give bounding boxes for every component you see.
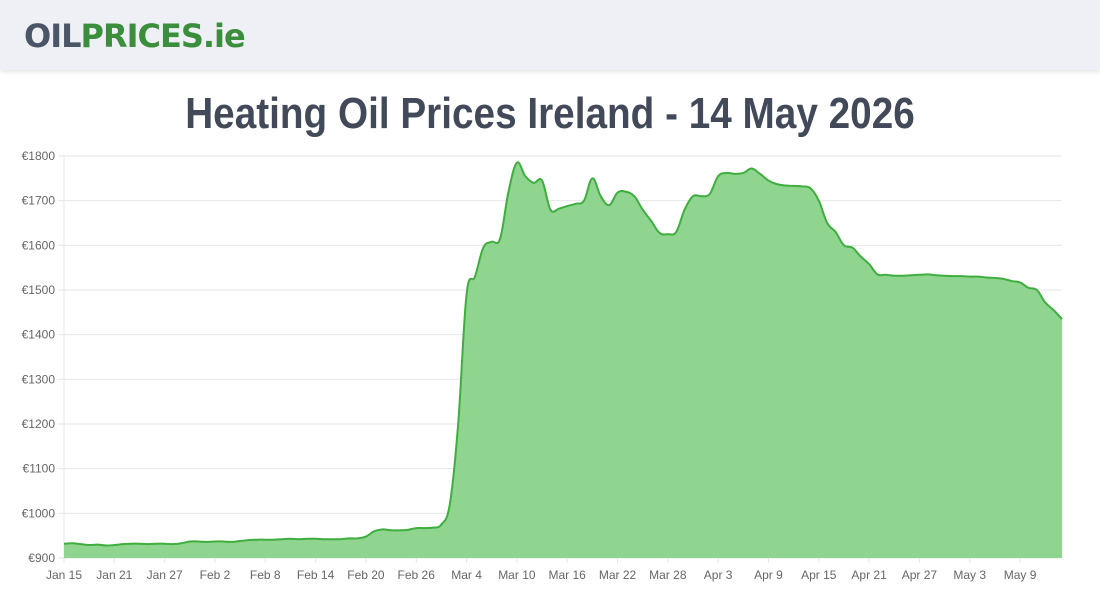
price-chart: €1800 €1700 €1600 €1500 €1400 €1300 €1200 €1100… bbox=[22, 149, 1063, 582]
x-tick-label: Jan 15 bbox=[46, 568, 82, 582]
x-tick-label: Apr 15 bbox=[801, 568, 837, 582]
x-tick-label: Feb 2 bbox=[200, 568, 231, 582]
y-tick-label: €1700 bbox=[22, 194, 56, 208]
y-tick-label: €1100 bbox=[23, 462, 56, 476]
y-tick-label: €1300 bbox=[22, 372, 56, 386]
x-tick-label: May 3 bbox=[953, 568, 986, 582]
x-tick-label: Jan 27 bbox=[147, 568, 183, 582]
x-tick-label: Feb 8 bbox=[250, 568, 281, 582]
site-logo[interactable]: OILPRICES.ie bbox=[24, 16, 246, 56]
y-tick-label: €1000 bbox=[22, 506, 56, 520]
x-tick-label: Feb 20 bbox=[347, 568, 385, 582]
y-tick-label: €1200 bbox=[22, 417, 56, 431]
y-tick-label: €1400 bbox=[22, 328, 56, 342]
x-tick-label: Apr 21 bbox=[851, 568, 887, 582]
x-tick-label: Feb 26 bbox=[398, 568, 436, 582]
x-tick-label: May 9 bbox=[1004, 568, 1037, 582]
x-tick-label: Mar 10 bbox=[498, 568, 536, 582]
x-tick-label: Jan 21 bbox=[96, 568, 132, 582]
x-tick-label: Mar 28 bbox=[649, 568, 687, 582]
x-tick-label: Mar 4 bbox=[451, 568, 482, 582]
price-area bbox=[64, 162, 1062, 558]
y-axis-ticks: €1800 €1700 €1600 €1500 €1400 €1300 €1200 €1100… bbox=[22, 149, 56, 565]
logo-text-oil: OIL bbox=[24, 17, 81, 55]
x-tick-label: Mar 16 bbox=[549, 568, 587, 582]
y-tick-label: €1600 bbox=[22, 238, 56, 252]
x-tick-label: Apr 27 bbox=[902, 568, 938, 582]
site-header: OILPRICES.ie bbox=[0, 0, 1100, 70]
logo-text-prices: PRICES.ie bbox=[80, 17, 246, 55]
price-line bbox=[63, 161, 1063, 547]
y-tick-label: €1800 bbox=[22, 149, 56, 163]
page-title: Heating Oil Prices Ireland - 14 May 2026 bbox=[185, 89, 915, 138]
x-axis-ticks: Jan 15 Jan 21 Jan 27 Feb 2 Feb 8 Feb 14 Feb 20… bbox=[46, 568, 1037, 582]
x-tick-label: Apr 3 bbox=[704, 568, 733, 582]
y-tick-label: €900 bbox=[28, 551, 55, 565]
y-tick-label: €1500 bbox=[22, 283, 56, 297]
x-tick-label: Mar 22 bbox=[599, 568, 637, 582]
x-tick-label: Feb 14 bbox=[297, 568, 335, 582]
x-tick-label: Apr 9 bbox=[754, 568, 783, 582]
